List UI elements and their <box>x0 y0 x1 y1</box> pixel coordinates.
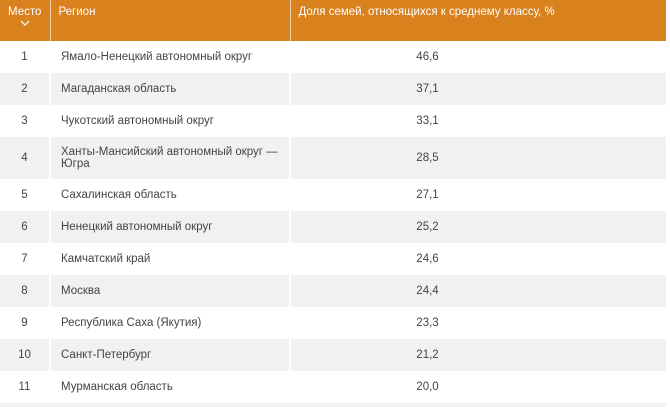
cell-place: 3 <box>0 105 51 137</box>
cell-share: 27,1 <box>416 189 439 201</box>
column-header-region-label: Регион <box>58 6 96 18</box>
table-row: 5 Сахалинская область 27,1 <box>0 179 666 211</box>
cell-share: 28,5 <box>290 137 666 179</box>
table-row: 6 Ненецкий автономный округ 25,2 <box>0 211 666 243</box>
cell-place: 10 <box>0 339 51 371</box>
table-row: 3 Чукотский автономный округ 33,1 <box>0 105 666 137</box>
cell-share: 25,2 <box>290 211 666 243</box>
table-row: 8 Москва 24,4 <box>0 275 666 307</box>
table-row: 4 Ханты-Мансийский автономный округ — Югр… <box>0 137 666 179</box>
table-row: 7 Камчатский край 24,6 <box>0 243 666 275</box>
cell-place: 4 <box>0 137 51 179</box>
cell-region: Сахалинская область <box>50 179 291 211</box>
cell-share: 33,1 <box>416 115 439 127</box>
cell-place: 2 <box>0 73 51 105</box>
table-row: 11 Мурманская область 20,0 <box>0 371 666 403</box>
cell-region: Магаданская область <box>50 73 291 105</box>
table-row: 9 Республика Саха (Якутия) 23,3 <box>0 307 666 339</box>
cell-region: Республика Саха (Якутия) <box>50 307 291 339</box>
cell-region: Санкт-Петербург <box>50 339 291 371</box>
column-header-region[interactable]: Регион <box>50 0 291 41</box>
cell-place: 9 <box>0 307 51 339</box>
cell-share: 24,4 <box>290 275 666 307</box>
chevron-down-icon[interactable] <box>20 20 30 26</box>
cell-region: Москва <box>50 275 291 307</box>
cell-place: 5 <box>0 179 51 211</box>
table-header-row: Место Регион Доля семей, относящихся к с… <box>0 0 666 41</box>
table-row: 2 Магаданская область 37,1 <box>0 73 666 105</box>
table-bottom-edge <box>0 403 666 407</box>
cell-place: 7 <box>0 243 51 275</box>
cell-share: 20,0 <box>416 381 439 393</box>
cell-share: 37,1 <box>290 73 666 105</box>
column-header-place-label: Место <box>8 6 42 18</box>
cell-share: 21,2 <box>290 339 666 371</box>
column-header-share-label: Доля семей, относящихся к среднему класс… <box>298 6 555 18</box>
ranking-table: Место Регион Доля семей, относящихся к с… <box>0 0 666 403</box>
cell-region: Чукотский автономный округ <box>50 105 291 137</box>
cell-region: Ханты-Мансийский автономный округ — Югра <box>50 137 291 179</box>
cell-place: 11 <box>0 371 51 403</box>
cell-region: Мурманская область <box>50 371 291 403</box>
table-body: 1 Ямало-Ненецкий автономный округ 46,6 2 Маг… <box>0 41 666 403</box>
cell-region: Ямало-Ненецкий автономный округ <box>50 41 291 73</box>
column-header-share[interactable]: Доля семей, относящихся к среднему класс… <box>290 0 666 41</box>
column-header-place[interactable]: Место <box>0 0 51 41</box>
cell-region: Ненецкий автономный округ <box>50 211 291 243</box>
cell-place: 6 <box>0 211 51 243</box>
cell-place: 8 <box>0 275 51 307</box>
cell-share: 23,3 <box>416 317 439 329</box>
cell-share: 46,6 <box>416 51 439 63</box>
cell-share: 24,6 <box>416 253 439 265</box>
cell-region: Камчатский край <box>50 243 291 275</box>
cell-place: 1 <box>0 41 51 73</box>
table-row: 1 Ямало-Ненецкий автономный округ 46,6 <box>0 41 666 73</box>
table-row: 10 Санкт-Петербург 21,2 <box>0 339 666 371</box>
